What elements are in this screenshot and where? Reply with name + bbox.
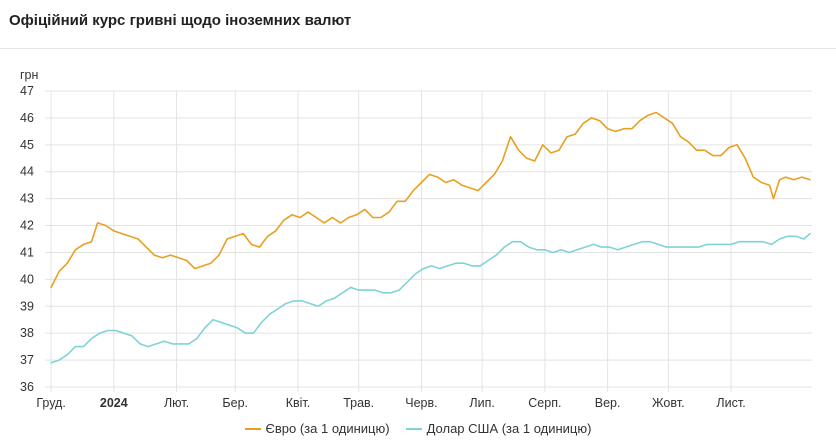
y-tick-label: 42 [20,219,34,233]
x-tick-label: 2024 [100,396,128,410]
y-axis-unit-label: грн [20,68,39,82]
title-divider [0,48,836,49]
series-line-usd [50,232,811,364]
vertical-gridlines [50,91,732,392]
series-lines [50,111,811,364]
chart-legend: Євро (за 1 одиницю) Долар США (за 1 один… [0,421,836,436]
x-tick-label: Бер. [222,396,248,410]
y-tick-label: 38 [20,326,34,340]
y-tick-label: 37 [20,353,34,367]
legend-label-euro: Євро (за 1 одиницю) [265,421,390,436]
x-tick-label: Лист. [716,396,745,410]
y-tick-label: 45 [20,138,34,152]
x-tick-label: Серп. [528,396,561,410]
x-tick-label: Трав. [343,396,374,410]
x-tick-label: Квіт. [286,396,311,410]
x-tick-label: Вер. [595,396,621,410]
y-tick-label: 46 [20,111,34,125]
line-chart: 36 37 38 39 40 41 42 43 44 45 46 47 Груд. 2024 Лют. Бе… [20,68,812,410]
legend-swatch-euro [244,427,261,430]
legend-item-euro[interactable]: Євро (за 1 одиницю) [244,421,390,436]
x-tick-label: Лют. [164,396,189,410]
legend-swatch-usd [405,427,422,430]
series-line-euro [50,111,811,289]
x-tick-label: Лип. [469,396,494,410]
horizontal-gridlines [45,90,812,388]
x-tick-label: Черв. [405,396,437,410]
x-axis-tick-labels: Груд. 2024 Лют. Бер. Квіт. Трав. Черв. Лип. Серп… [36,396,745,410]
y-tick-label: 36 [20,380,34,394]
y-tick-label: 40 [20,272,34,286]
legend-label-usd: Долар США (за 1 одиницю) [426,421,592,436]
y-tick-label: 41 [20,245,34,259]
y-tick-label: 47 [20,84,34,98]
y-tick-label: 39 [20,299,34,313]
chart-title: Офіційний курс гривні щодо іноземних вал… [9,12,352,29]
y-axis-tick-labels: 36 37 38 39 40 41 42 43 44 45 46 47 [20,84,34,394]
y-tick-label: 44 [20,165,34,179]
legend-item-usd[interactable]: Долар США (за 1 одиницю) [405,421,592,436]
y-tick-label: 43 [20,192,34,206]
x-tick-label: Жовт. [652,396,685,410]
x-tick-label: Груд. [36,396,65,410]
